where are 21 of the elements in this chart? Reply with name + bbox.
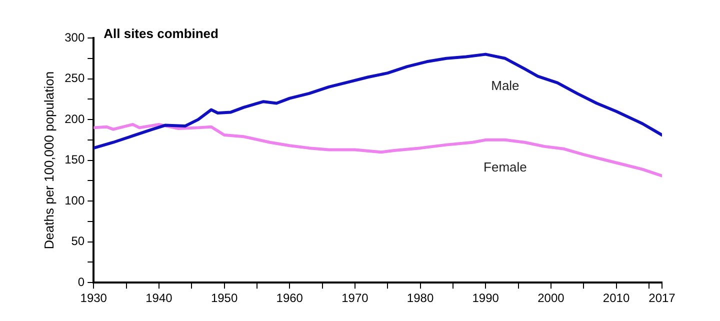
x-tick-label: 1940	[146, 291, 173, 306]
x-tick-label: 1980	[406, 291, 434, 306]
x-tick-label: 1990	[472, 291, 500, 306]
y-tick-label: 300	[64, 30, 85, 44]
series-label: Male	[491, 78, 520, 93]
y-axis-title: Deaths per 100,000 population	[41, 71, 56, 250]
x-tick-label: 1950	[210, 291, 238, 306]
y-tick-label: 100	[64, 193, 85, 208]
y-tick-label: 250	[64, 71, 85, 86]
y-tick-label: 50	[71, 234, 85, 248]
chart-title: All sites combined	[104, 26, 219, 42]
x-tick-label: 1960	[276, 291, 304, 306]
x-tick-label: 2017	[648, 291, 676, 306]
y-tick-label: 0	[78, 274, 85, 289]
y-tick-label: 150	[64, 152, 85, 167]
series-label: Female	[484, 159, 527, 174]
x-tick-label: 1930	[80, 291, 108, 306]
y-tick-label: 200	[64, 112, 85, 126]
x-tick-label: 2000	[538, 291, 565, 306]
x-tick-label: 2010	[602, 291, 630, 306]
x-tick-label: 1970	[342, 291, 369, 306]
